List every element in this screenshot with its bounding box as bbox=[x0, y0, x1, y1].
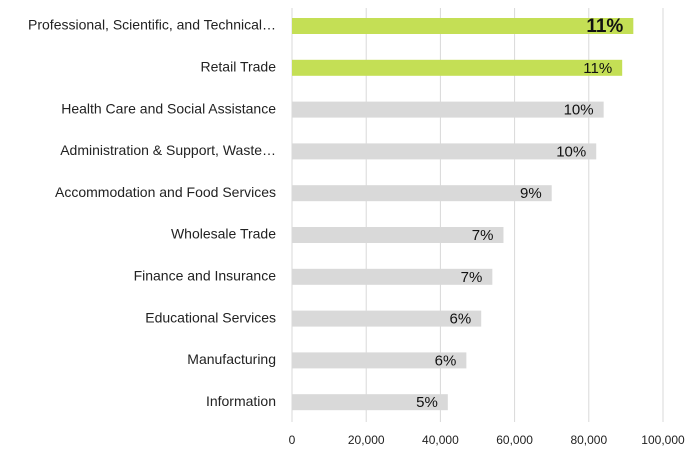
x-tick-label: 20,000 bbox=[348, 433, 385, 447]
category-label: Administration & Support, Waste… bbox=[60, 142, 276, 158]
x-tick-label: 100,000 bbox=[641, 433, 685, 447]
bar-label: 11% bbox=[586, 16, 623, 37]
category-label: Finance and Insurance bbox=[134, 268, 277, 284]
bar bbox=[292, 268, 493, 285]
x-tick-label: 0 bbox=[289, 433, 296, 447]
category-label: Retail Trade bbox=[201, 59, 277, 75]
x-tick-label: 40,000 bbox=[422, 433, 459, 447]
bar-label: 9% bbox=[520, 185, 542, 202]
category-label: Accommodation and Food Services bbox=[55, 184, 276, 200]
bar bbox=[292, 59, 623, 76]
bar bbox=[292, 18, 634, 34]
bar bbox=[292, 143, 597, 160]
category-label: Manufacturing bbox=[187, 351, 276, 367]
x-tick-label: 80,000 bbox=[570, 433, 607, 447]
category-label: Wholesale Trade bbox=[171, 226, 276, 242]
category-label: Educational Services bbox=[145, 309, 276, 325]
bar-label: 11% bbox=[583, 60, 612, 77]
bar-label: 6% bbox=[450, 311, 472, 328]
bar-label: 10% bbox=[564, 102, 594, 119]
bar bbox=[292, 185, 552, 202]
bar bbox=[292, 352, 467, 369]
x-tick-label: 60,000 bbox=[496, 433, 533, 447]
bar-label: 7% bbox=[461, 269, 483, 286]
bar bbox=[292, 227, 504, 243]
bar-label: 10% bbox=[556, 143, 586, 160]
bar-label: 6% bbox=[435, 352, 457, 369]
category-label: Information bbox=[206, 393, 276, 409]
bar bbox=[292, 310, 482, 327]
bar bbox=[292, 101, 604, 118]
category-label: Professional, Scientific, and Technical… bbox=[28, 17, 276, 33]
bar bbox=[292, 394, 448, 411]
category-label: Health Care and Social Assistance bbox=[61, 100, 276, 116]
bar-label: 7% bbox=[472, 227, 494, 244]
bar-label: 5% bbox=[416, 394, 438, 411]
